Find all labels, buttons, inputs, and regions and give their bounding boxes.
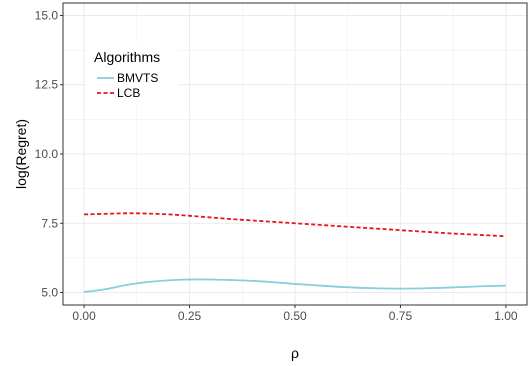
legend-background (86, 42, 178, 104)
x-axis-ticks: 0.00 0.25 0.50 0.75 1.00 (72, 305, 518, 323)
legend-label-lcb: LCB (117, 86, 140, 100)
x-axis-title: ρ (291, 345, 299, 361)
legend-title: Algorithms (94, 49, 160, 65)
y-axis-ticks: 5.0 7.5 10.0 12.5 15.0 (35, 8, 63, 300)
x-tick-label: 0.00 (72, 309, 96, 323)
series-line-bmvts (83, 278, 506, 293)
series-line-lcb (84, 212, 506, 238)
y-tick-label: 12.5 (35, 78, 59, 92)
x-tick-label: 0.50 (283, 309, 307, 323)
y-tick-label: 7.5 (41, 216, 58, 230)
plot-panel-border (62, 2, 528, 306)
series-layer (83, 212, 506, 293)
x-tick-label: 0.75 (389, 309, 413, 323)
y-tick-label: 5.0 (41, 286, 58, 300)
y-tick-label: 15.0 (35, 8, 59, 22)
legend-label-bmvts: BMVTS (117, 71, 158, 85)
y-axis-title: log(Regret) (13, 119, 29, 189)
x-tick-label: 0.25 (178, 309, 202, 323)
x-tick-label: 1.00 (494, 309, 518, 323)
y-tick-label: 10.0 (35, 147, 59, 161)
